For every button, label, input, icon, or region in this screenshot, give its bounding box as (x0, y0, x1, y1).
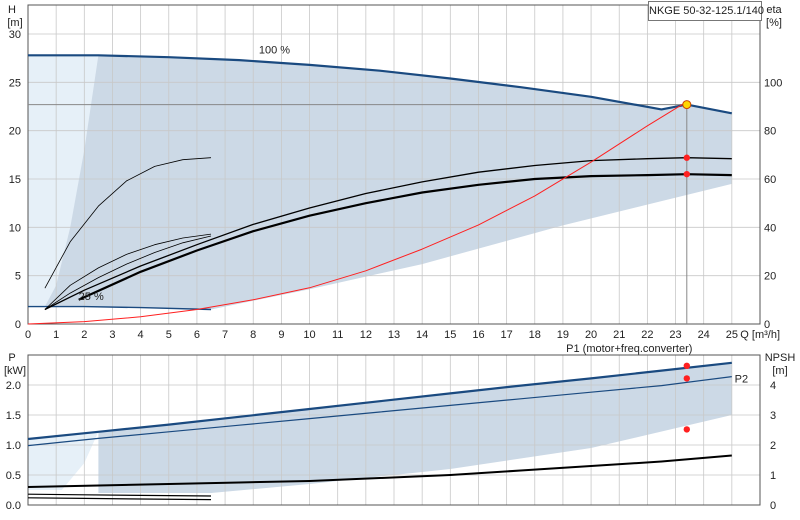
series-duty_speed_curve_2 (78, 173, 732, 301)
model-label: NKGE 50-32-125.1/140 (648, 1, 764, 21)
y-tick-label-right: 1 (770, 470, 776, 482)
x-tick-label: 21 (613, 329, 625, 341)
series-P1_max (27, 361, 732, 441)
curve-annotation: 25 % (79, 291, 104, 303)
operating-area-top (28, 55, 732, 310)
x-tick-label: 4 (138, 329, 144, 341)
series-P2_max (27, 376, 732, 447)
duty-marker (683, 362, 690, 369)
series-duty_speed_curve_1 (44, 157, 732, 311)
x-tick-label: 12 (360, 329, 372, 341)
y-tick-label-right: 40 (764, 222, 776, 234)
y-axis-unit-left: [kW] (4, 365, 26, 377)
x-axis-label: Q [m³/h] (740, 329, 780, 341)
x-tick-label: 9 (278, 329, 284, 341)
series-speed_curve_5 (44, 235, 212, 310)
x-tick-label: 23 (669, 329, 681, 341)
x-tick-label: 25 (726, 329, 738, 341)
y-tick-label-left: 30 (9, 29, 21, 41)
curve-annotation: 100 % (259, 44, 290, 56)
y-axis-unit-right: [m] (772, 365, 787, 377)
y-tick-label-right: 80 (764, 126, 776, 138)
series-max_curve (28, 54, 733, 115)
y-tick-label-right: 100 (764, 77, 782, 89)
x-tick-label: 3 (109, 329, 115, 341)
x-tick-label: 14 (416, 329, 428, 341)
x-tick-label: 10 (303, 329, 315, 341)
y-tick-label-right: 4 (770, 380, 776, 392)
y-axis-label-left: H (8, 4, 16, 16)
y-tick-label-left: 1.0 (6, 440, 21, 452)
series-P1_min (27, 493, 212, 497)
x-tick-label: 1 (53, 329, 59, 341)
y-axis-label-right: eta (766, 4, 782, 16)
duty-marker (683, 375, 690, 382)
y-axis-unit-right: [%] (766, 17, 782, 29)
x-tick-label: 22 (641, 329, 653, 341)
x-tick-label: 20 (585, 329, 597, 341)
x-tick-label: 18 (529, 329, 541, 341)
x-tick-label: 7 (222, 329, 228, 341)
series-min_curve (28, 305, 212, 311)
y-tick-label-right: 0 (764, 319, 770, 331)
x-tick-label: 19 (557, 329, 569, 341)
x-tick-label: 2 (81, 329, 87, 341)
x-tick-label: 6 (194, 329, 200, 341)
y-tick-label-left: 5 (15, 271, 21, 283)
duty-marker (683, 426, 690, 433)
y-tick-label-left: 25 (9, 77, 21, 89)
y-tick-label-left: 0 (15, 319, 21, 331)
y-axis-label-left: P (8, 352, 15, 364)
x-tick-label: 13 (388, 329, 400, 341)
duty-marker (683, 170, 690, 178)
y-tick-label-left: 10 (9, 222, 21, 234)
y-tick-label-right: 0 (770, 500, 776, 512)
y-axis-unit-left: [m] (7, 17, 22, 29)
x-tick-label: 11 (332, 329, 343, 341)
y-tick-label-left: 0.5 (6, 470, 21, 482)
x-tick-label: 5 (166, 329, 172, 341)
x-tick-label: 8 (250, 329, 256, 341)
y-tick-label-right: 2 (770, 440, 776, 452)
curve-annotation: P2 (735, 374, 748, 386)
duty-marker (683, 154, 690, 161)
series-NPSH (27, 454, 732, 488)
series-P1_low_2 (27, 497, 212, 501)
curve-annotation: P1 (motor+freq.converter) (566, 343, 692, 355)
y-tick-label-left: 2.0 (6, 380, 21, 392)
series-efficiency (27, 101, 688, 325)
y-tick-label-right: 3 (770, 410, 776, 422)
duty-point (682, 100, 692, 110)
y-tick-label-right: 60 (764, 174, 776, 186)
x-tick-label: 24 (698, 329, 710, 341)
x-tick-label: 15 (444, 329, 456, 341)
y-tick-label-left: 0.0 (6, 500, 21, 512)
x-tick-label: 0 (25, 329, 31, 341)
plot-frame-top (27, 4, 761, 325)
y-tick-label-right: 20 (764, 271, 776, 283)
y-tick-label-left: 1.5 (6, 410, 21, 422)
x-tick-label: 17 (500, 329, 512, 341)
x-tick-label: 16 (472, 329, 484, 341)
y-tick-label-left: 20 (9, 126, 21, 138)
series-speed_curve_3 (44, 157, 212, 289)
y-tick-label-left: 15 (9, 174, 21, 186)
low-flow-area-bottom (28, 431, 99, 490)
series-speed_curve_4 (44, 233, 212, 310)
operating-area-bottom (98, 362, 732, 493)
low-flow-area-top (28, 55, 99, 307)
y-axis-label-right: NPSH (765, 352, 796, 364)
plot-frame-bottom (27, 354, 761, 506)
